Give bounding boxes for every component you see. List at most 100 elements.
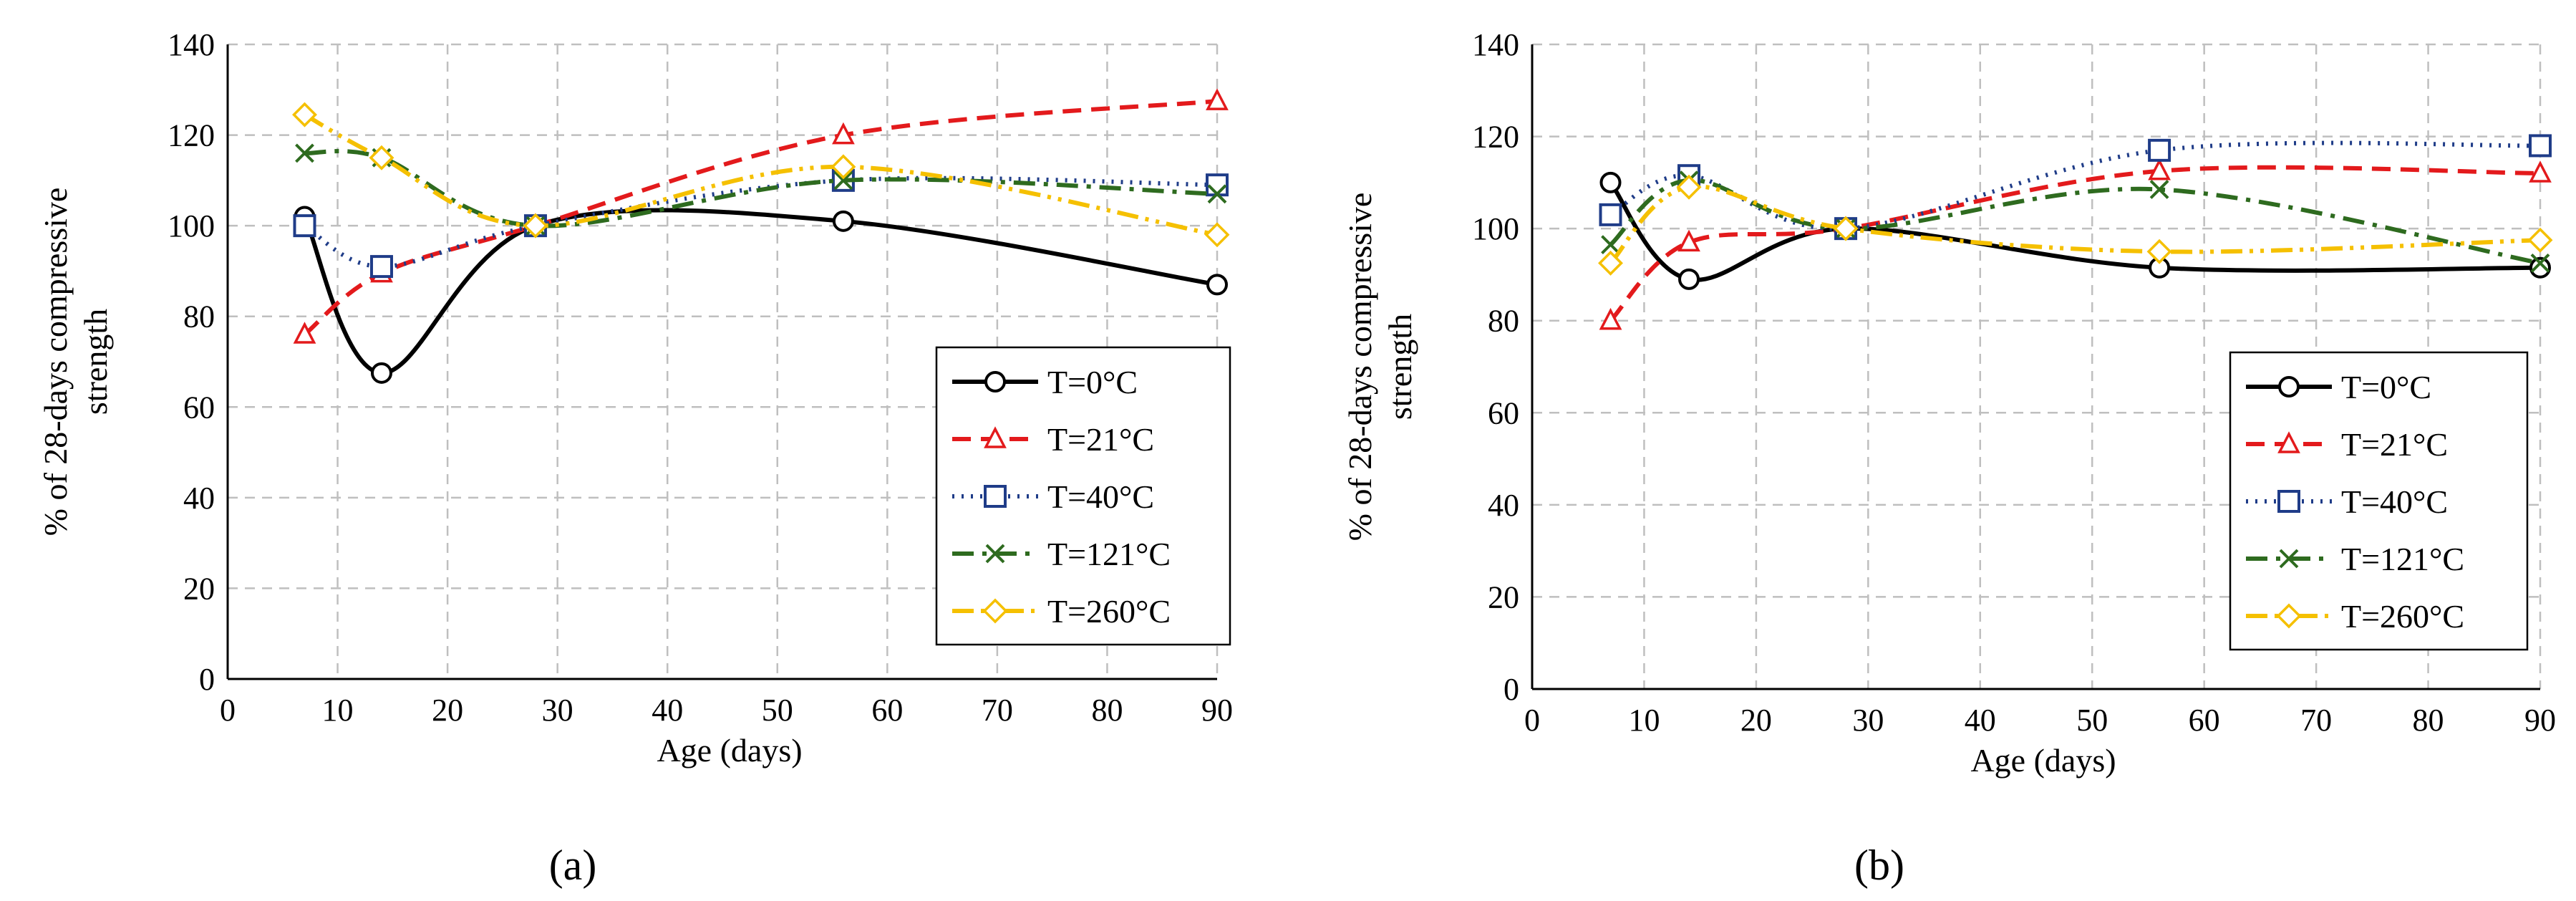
- x-tick-label: 90: [2524, 703, 2556, 738]
- legend-marker: [985, 544, 1005, 564]
- x-tick-label: 40: [1965, 703, 1996, 738]
- y-tick-label: 60: [183, 390, 215, 425]
- legend-label: T=121°C: [2341, 541, 2464, 577]
- data-point: [2527, 227, 2553, 253]
- data-point: [1599, 171, 1622, 193]
- legend-label: T=21°C: [1047, 421, 1154, 458]
- series-line: [1609, 184, 2541, 265]
- data-point: [1206, 88, 1229, 110]
- legend-marker: [2277, 431, 2300, 453]
- y-tick-label: 20: [1488, 579, 1519, 615]
- legend-marker: [982, 598, 1008, 624]
- legend-label: T=40°C: [1047, 478, 1154, 515]
- series-line: [1609, 140, 2541, 231]
- y-tick-label: 80: [183, 299, 215, 334]
- legend-label: T=260°C: [1047, 593, 1171, 630]
- x-tick-label: 80: [2413, 703, 2444, 738]
- data-point: [2148, 158, 2171, 180]
- legend: T=0°C T=21°C T=40°C T=121°C T=260°C: [2229, 351, 2529, 651]
- data-point: [293, 322, 316, 344]
- data-point: [523, 213, 548, 238]
- data-point: [2146, 238, 2172, 264]
- series-T260: [292, 102, 1230, 248]
- series-T40: [1599, 134, 2552, 241]
- legend-marker: [984, 426, 1007, 448]
- y-axis-label-line: strength: [77, 309, 114, 415]
- y-tick-label: 120: [1472, 120, 1519, 155]
- data-point: [2529, 160, 2552, 183]
- series-T21: [1599, 158, 2552, 330]
- data-point: [1678, 268, 1700, 290]
- series-T121: [295, 143, 1227, 236]
- x-tick-label: 30: [542, 693, 573, 728]
- y-tick-label: 100: [1472, 211, 1519, 246]
- legend-marker: [2279, 549, 2299, 569]
- data-point: [293, 214, 316, 238]
- data-point: [2148, 138, 2171, 162]
- y-axis-label: % of 28-days compressive strength: [37, 188, 114, 536]
- data-point: [832, 122, 855, 145]
- x-tick-label: 20: [432, 693, 463, 728]
- series-line: [304, 112, 1218, 237]
- data-point: [1207, 184, 1227, 204]
- y-tick-label: 140: [1472, 27, 1519, 62]
- y-axis-label-line: % of 28-days compressive: [37, 188, 74, 536]
- y-tick-label: 140: [168, 27, 215, 62]
- legend: T=0°C T=21°C T=40°C T=121°C T=260°C: [935, 346, 1231, 646]
- data-point: [2149, 180, 2169, 199]
- data-point: [2529, 134, 2552, 158]
- series-line: [303, 99, 1218, 337]
- series-T21: [293, 88, 1229, 344]
- x-tick-label: 60: [871, 693, 903, 728]
- x-tick-label: 90: [1201, 693, 1233, 728]
- y-tick-label: 0: [199, 662, 215, 697]
- chart-panel-b: 0 10 20 30 40 50 60 70 80 90 0 20 40 60 80 100 120 140 Age…: [1342, 27, 2556, 889]
- data-point: [2529, 256, 2551, 279]
- data-point: [1833, 216, 1859, 241]
- y-axis-label-line: % of 28-days compressive: [1342, 193, 1378, 541]
- data-point: [369, 145, 394, 170]
- series-line: [302, 208, 1218, 375]
- legend-marker: [984, 371, 1006, 392]
- chart-panel-a: 0 10 20 30 40 50 60 70 80 90 0 20 40 60 80 100 120 140 Age…: [37, 27, 1233, 889]
- legend-label: T=0°C: [1047, 364, 1138, 400]
- x-tick-label: 10: [322, 693, 354, 728]
- data-point: [1599, 307, 1622, 330]
- panel-label: (b): [1854, 842, 1904, 889]
- x-tick-label: 70: [2300, 703, 2332, 738]
- data-point: [1204, 222, 1230, 248]
- y-tick-label: 20: [183, 571, 215, 606]
- data-point: [2530, 253, 2550, 273]
- x-tick-label: 60: [2189, 703, 2220, 738]
- data-point: [831, 154, 856, 180]
- x-tick-label: 50: [762, 693, 793, 728]
- legend-label: T=121°C: [1047, 536, 1171, 572]
- data-point: [1676, 174, 1702, 200]
- x-tick-label: 80: [1091, 693, 1123, 728]
- x-tick-label: 0: [1524, 703, 1540, 738]
- data-point: [370, 362, 392, 384]
- x-axis-label: Age (days): [657, 732, 802, 768]
- series-line: [1609, 165, 2541, 322]
- x-tick-label: 30: [1852, 703, 1884, 738]
- y-tick-label: 100: [168, 208, 215, 244]
- data-point: [1677, 229, 1700, 252]
- y-tick-label: 40: [1488, 488, 1519, 523]
- panel-label: (a): [549, 842, 597, 889]
- y-tick-label: 0: [1504, 672, 1519, 707]
- data-point: [295, 143, 314, 163]
- series-line: [304, 148, 1218, 228]
- x-axis-label: Age (days): [1970, 742, 2116, 779]
- y-tick-label: 80: [1488, 304, 1519, 339]
- y-axis-label-line: strength: [1382, 314, 1418, 420]
- y-tick-label: 120: [168, 118, 215, 153]
- legend-label: T=40°C: [2341, 483, 2448, 520]
- series-T121: [1601, 170, 2550, 273]
- data-point: [1206, 274, 1228, 296]
- data-point: [1598, 250, 1623, 276]
- y-tick-label: 60: [1488, 395, 1519, 430]
- series-T0: [1599, 171, 2551, 290]
- legend-label: T=0°C: [2341, 369, 2431, 405]
